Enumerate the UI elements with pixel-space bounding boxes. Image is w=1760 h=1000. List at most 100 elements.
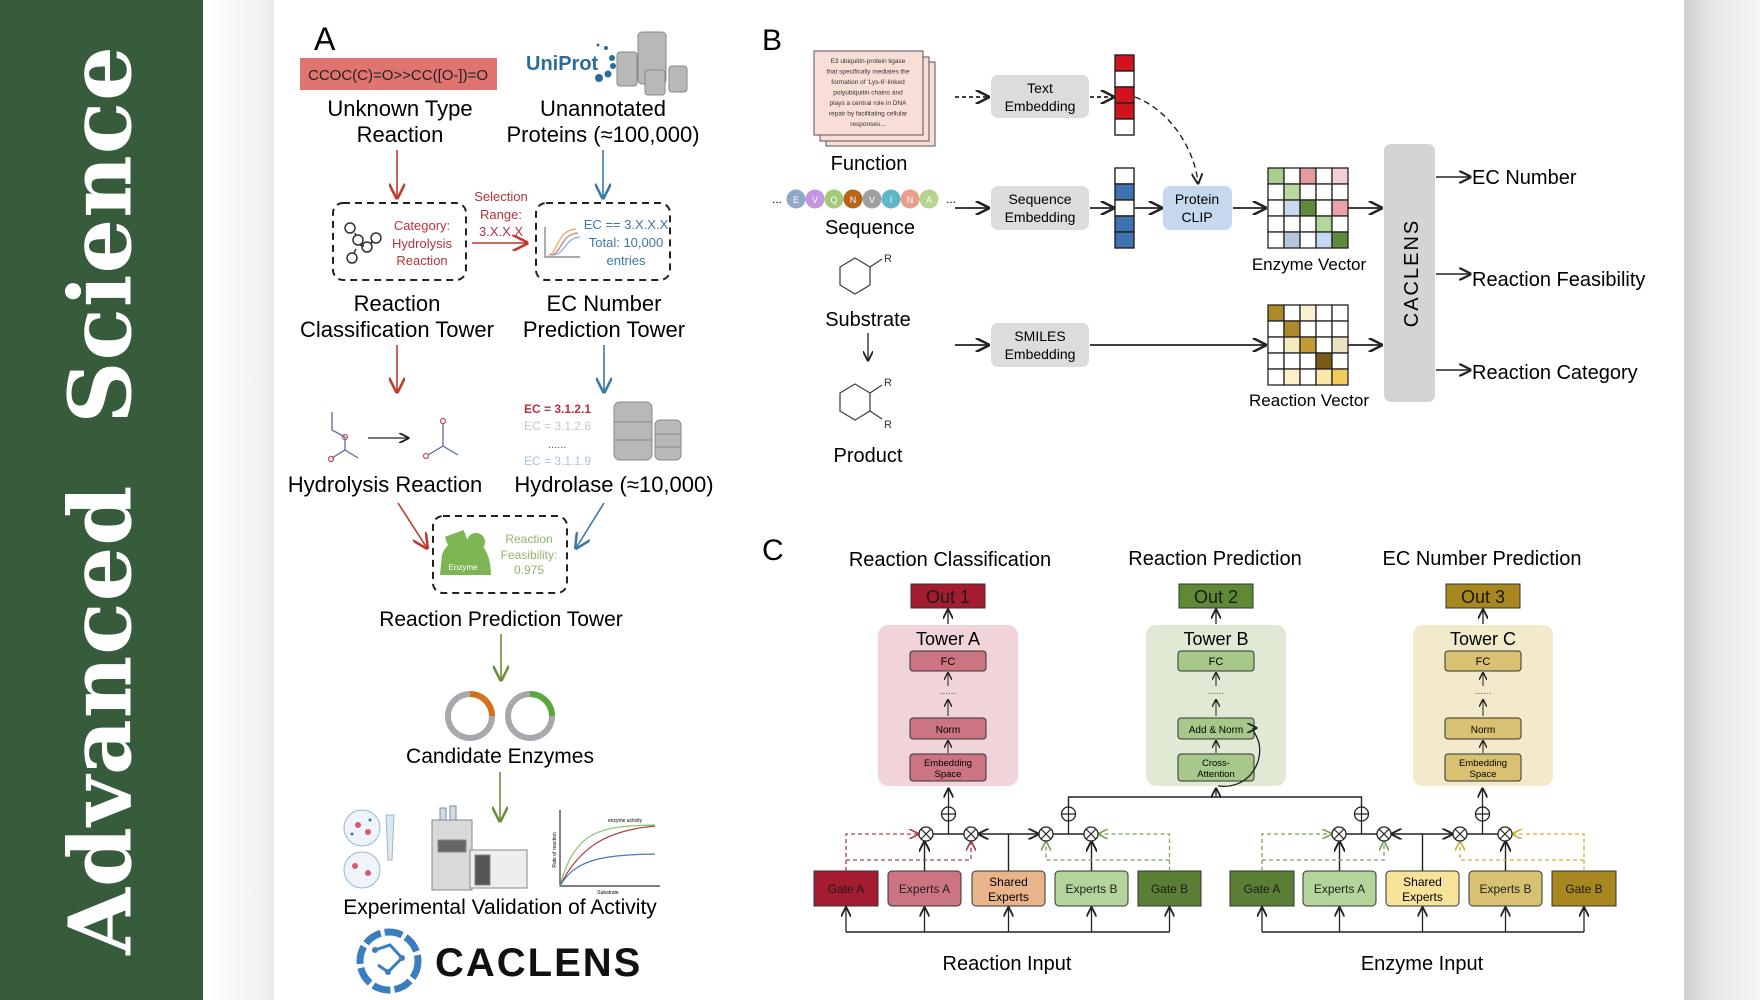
uniprot-logo: UniProt — [526, 43, 616, 82]
plot-xlabel: Substrate — [597, 890, 619, 896]
r-group: R — [884, 377, 892, 389]
fc-label: FC — [1476, 656, 1491, 668]
heading-reaction-classification: Reaction Classification — [849, 549, 1051, 571]
add-icon-cross — [941, 807, 956, 821]
plot-title: enzyme activity — [608, 818, 643, 824]
grid-cell — [1267, 304, 1285, 322]
category-line2: Hydrolysis — [392, 236, 452, 251]
vector-cell — [1114, 54, 1135, 72]
bottom-label: Space — [1470, 769, 1497, 780]
mid-label: Norm — [1471, 725, 1495, 736]
grid-cell — [1331, 167, 1349, 185]
classification-tower-line2: Classification Tower — [300, 317, 494, 342]
ec-list-item: EC = 3.1.2.6 — [524, 419, 591, 433]
hydrolase-label: Hydrolase (≈10,000) — [514, 472, 713, 497]
tower-title: Tower A — [916, 629, 980, 649]
grid-cell — [1267, 183, 1285, 201]
feasibility-line1: Reaction — [505, 532, 552, 546]
multiply-icon-cross — [920, 828, 932, 840]
substrate-benzene-icon: R — [839, 253, 892, 295]
validation-label: Experimental Validation of Activity — [343, 896, 657, 919]
gate-b-dashed — [1460, 842, 1584, 861]
feasibility-dashed-box — [432, 515, 568, 594]
grid-cell — [1331, 199, 1349, 217]
product-benzene-icon: R R — [839, 377, 892, 431]
amino-acid-bead — [862, 189, 882, 209]
grid-cell — [1331, 368, 1349, 386]
bottom-label: Embedding — [1459, 758, 1507, 769]
function-text: E3 ubiquitin-protein ligase that specific… — [826, 58, 909, 128]
grid-cell — [1283, 352, 1301, 370]
text-embedding-line1: Text — [1027, 80, 1053, 96]
function-text-line: E3 ubiquitin-protein ligase — [831, 58, 906, 65]
fc-box — [1444, 650, 1522, 672]
tower-dots: ...... — [1208, 686, 1225, 697]
classification-tower-line1: Reaction — [354, 291, 441, 316]
function-text-line: plays a central role in DNA — [830, 100, 908, 107]
mid-box — [909, 717, 987, 740]
grid-cell — [1283, 320, 1301, 338]
grid-cell — [1283, 231, 1301, 249]
amino-acid-letter: N — [850, 195, 857, 205]
grid-cell — [1299, 336, 1317, 354]
vector-cell — [1114, 118, 1135, 136]
fc-label: FC — [941, 656, 956, 668]
hydrolysis-reaction-label: Hydrolysis Reaction — [288, 472, 482, 497]
gate-a-dashed — [1261, 834, 1331, 871]
grid-cell — [1299, 199, 1317, 217]
expert-label: Gate B — [1565, 882, 1602, 896]
smiles-embedding-line2: Embedding — [1005, 346, 1076, 362]
grid-cell — [1267, 199, 1285, 217]
category-line1: Category: — [394, 218, 450, 233]
smiles-embedding-line1: SMILES — [1014, 328, 1065, 344]
ec-tower-line1: EC Number — [547, 291, 662, 316]
feasibility-value: 0.975 — [514, 563, 544, 577]
plot-ylabel: Rate of reaction — [552, 832, 558, 868]
enzyme-vector-label: Enzyme Vector — [1252, 255, 1367, 274]
fc-label: FC — [1209, 656, 1224, 668]
amino-acid-letter: V — [812, 195, 818, 205]
amino-acid-bead — [805, 189, 825, 209]
expert-label: Experts A — [899, 882, 950, 896]
amino-acid-bead — [900, 189, 920, 209]
grid-cell — [1267, 336, 1285, 354]
bottom-label: Space — [935, 769, 962, 780]
r-group: R — [884, 253, 892, 265]
ec-tower-line2: Prediction Tower — [523, 317, 685, 342]
function-text-line: that specifically mediates the — [826, 69, 909, 76]
curves-icon — [544, 227, 581, 258]
grid-cell — [1267, 352, 1285, 370]
amino-acid-letter: N — [907, 195, 914, 205]
amino-acid-bead — [843, 189, 863, 209]
vector-cell — [1114, 167, 1135, 185]
arrow-blue — [576, 502, 605, 548]
caclens-logo: CACLENS — [356, 928, 640, 994]
r-group: R — [884, 419, 892, 431]
enzyme-label: Enzyme — [449, 563, 478, 572]
ec-box-line1: EC == 3.X.X.X — [584, 217, 669, 232]
expert-label: Gate A — [1244, 882, 1281, 896]
text-embedding-box — [991, 75, 1089, 118]
grid-cell — [1267, 215, 1285, 233]
grid-cell — [1331, 183, 1349, 201]
gate-a-dashed — [1262, 842, 1384, 861]
vector-cell — [1114, 199, 1135, 217]
ec-list-ellipsis: ...... — [548, 439, 566, 451]
tower-dots: ...... — [1475, 686, 1492, 697]
grid-cell — [1267, 320, 1285, 338]
grid-cell — [1299, 183, 1317, 201]
function-text-line: formation of 'Lys-6'-linked — [831, 79, 905, 86]
bottom-label: Embedding — [924, 758, 972, 769]
smiles-text: CCOC(C)=O>>CC([O-])=O — [308, 67, 488, 84]
multiply-icon-cross — [965, 828, 977, 840]
text-vector — [1114, 54, 1135, 136]
multiply-icon-cross — [1333, 828, 1345, 840]
feasibility-line2: Feasibility: — [501, 548, 558, 562]
fc-box — [1177, 650, 1255, 672]
sequence-ellipsis-right: ... — [946, 192, 956, 206]
sequence-vector — [1114, 167, 1135, 249]
